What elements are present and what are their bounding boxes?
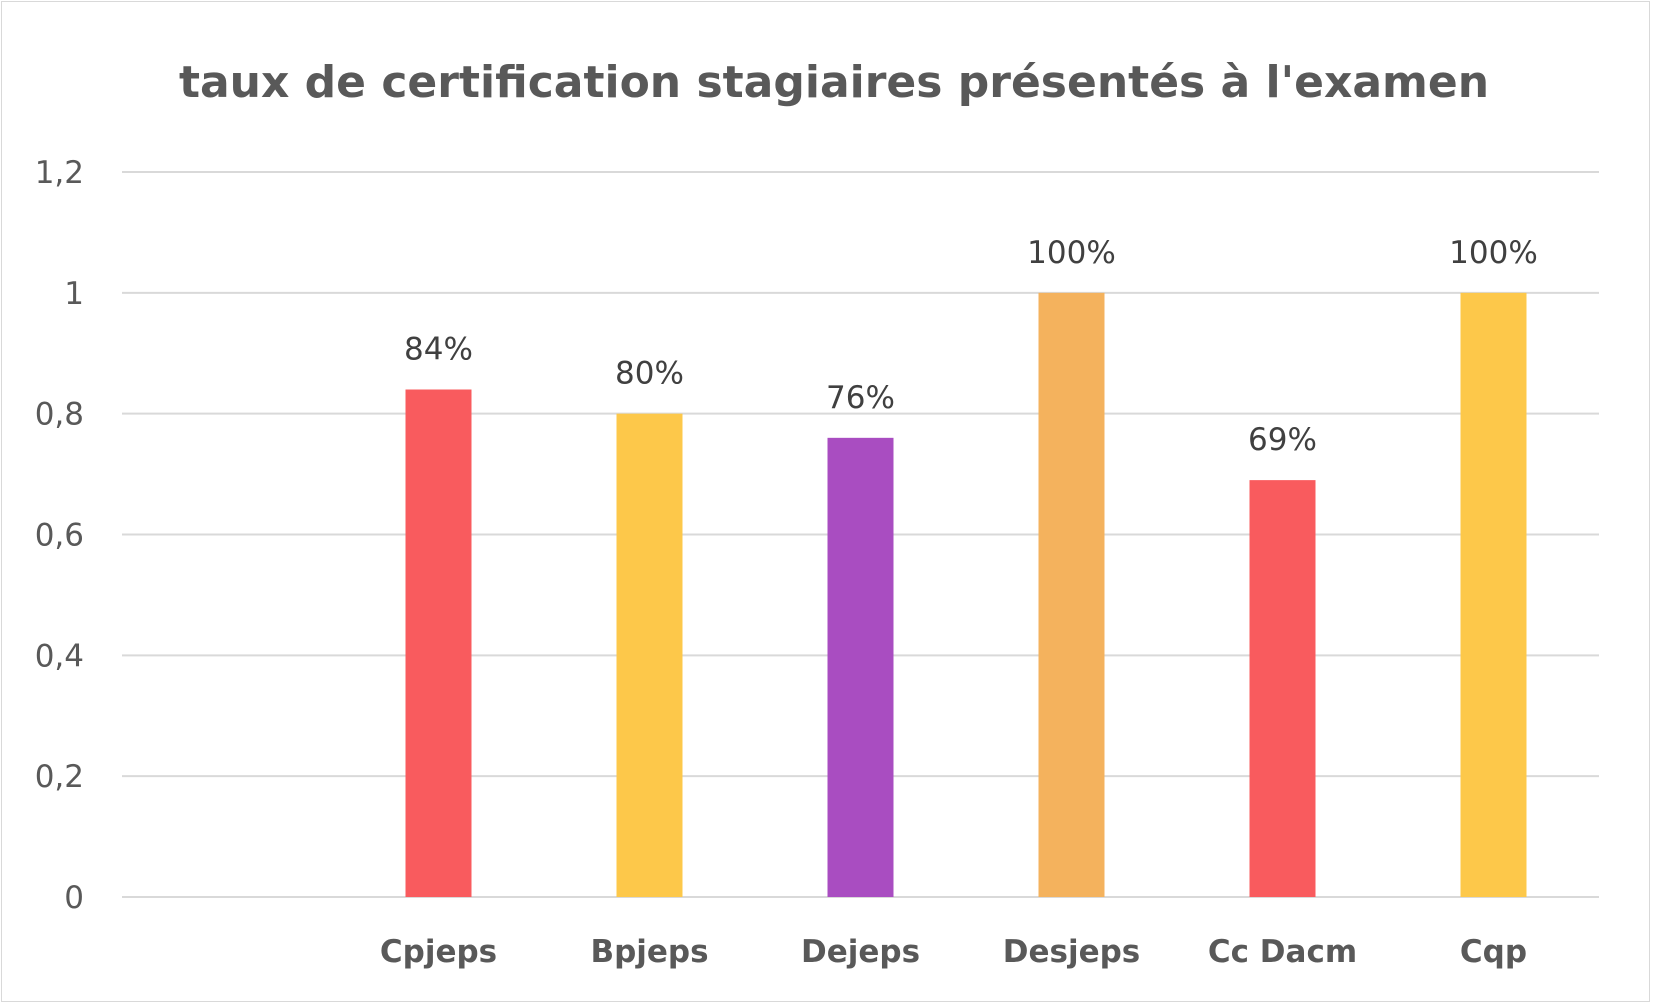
x-category-label: Cpjeps (380, 934, 497, 970)
y-tick-label: 1,2 (35, 155, 84, 191)
bars (405, 292, 1527, 897)
y-tick-label: 0,2 (35, 759, 84, 795)
bar-cqp (1460, 292, 1527, 897)
x-category-label: Dejeps (801, 934, 920, 970)
y-axis-ticks: 0 0,2 0,4 0,6 0,8 1 1,2 (35, 155, 84, 916)
bar-desjeps (1038, 292, 1105, 897)
data-label: 80% (615, 356, 684, 392)
data-label: 84% (404, 332, 473, 368)
y-tick-label: 0,8 (35, 397, 84, 433)
data-label: 100% (1449, 235, 1538, 271)
y-tick-label: 0 (64, 880, 84, 916)
bar-cc-dacm (1249, 480, 1316, 897)
x-category-label: Desjeps (1003, 934, 1141, 970)
chart-title: taux de certification stagiaires présent… (179, 57, 1489, 108)
data-labels: 84% 80% 76% 100% 69% 100% (404, 235, 1538, 458)
x-category-label: Cqp (1460, 934, 1527, 970)
x-category-label: Cc Dacm (1208, 934, 1357, 970)
data-label: 100% (1027, 235, 1116, 271)
bar-cpjeps (405, 389, 472, 897)
bar-bpjeps (616, 413, 683, 897)
x-axis-categories: Cpjeps Bpjeps Dejeps Desjeps Cc Dacm Cqp (380, 934, 1527, 970)
bar-dejeps (827, 437, 894, 897)
y-tick-label: 0,4 (35, 638, 84, 674)
data-label: 76% (826, 380, 895, 416)
data-label: 69% (1248, 422, 1317, 458)
y-tick-label: 0,6 (35, 518, 84, 554)
x-category-label: Bpjeps (590, 934, 708, 970)
y-tick-label: 1 (64, 276, 84, 312)
